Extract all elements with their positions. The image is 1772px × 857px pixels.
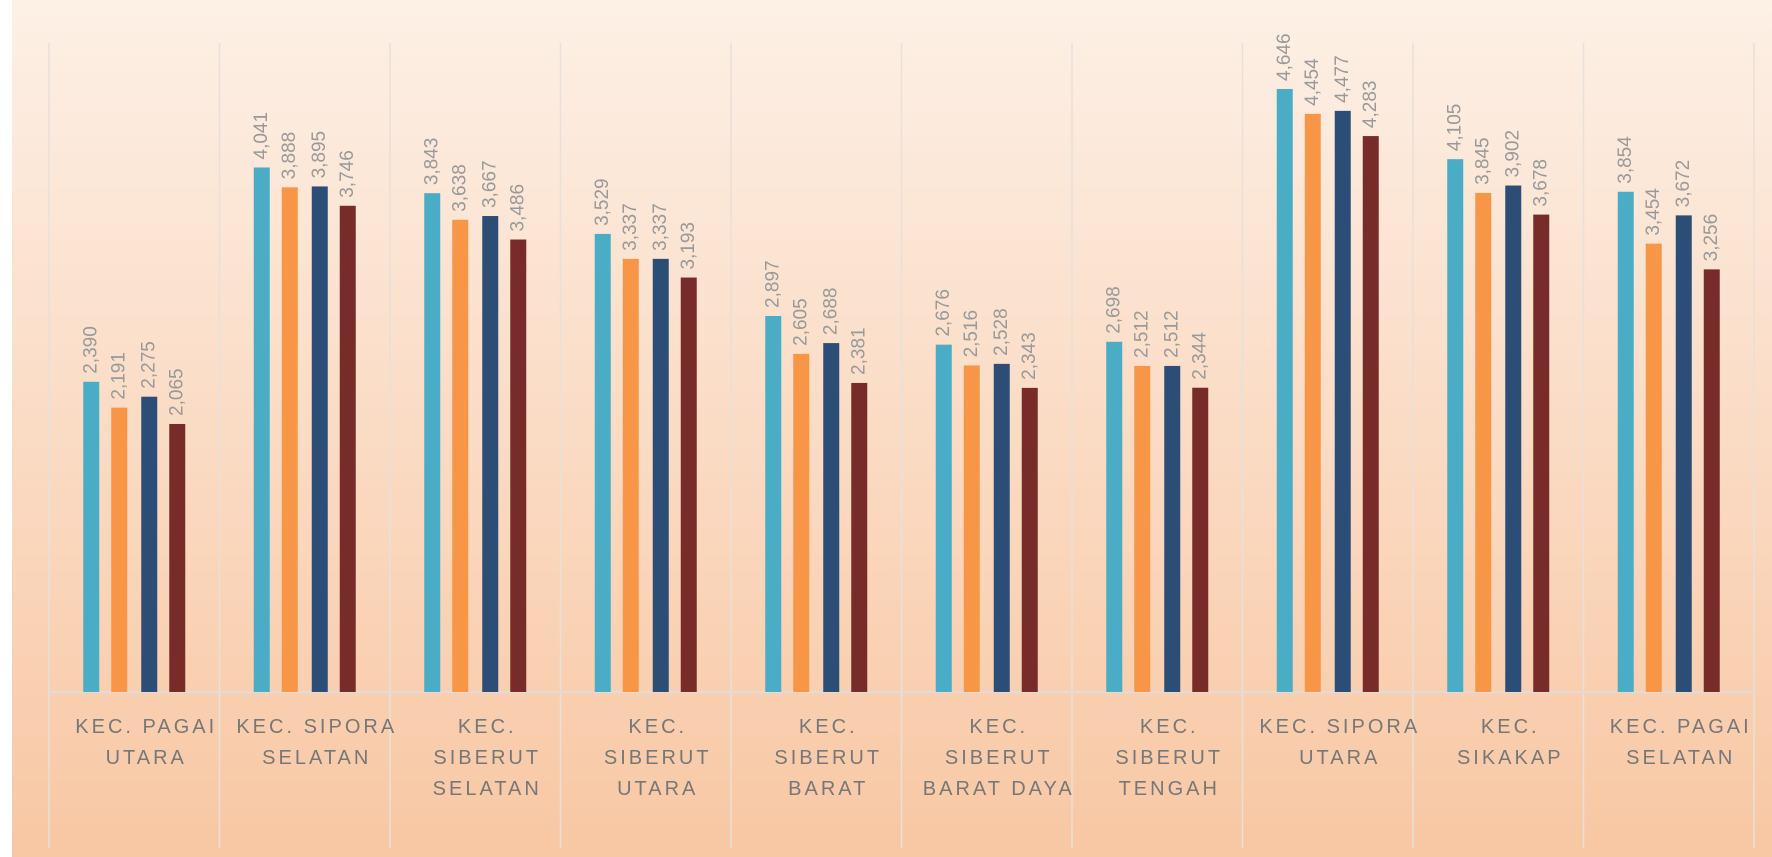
value-label: 2,698 <box>1103 286 1124 334</box>
bar <box>680 277 697 692</box>
bar <box>1617 191 1634 692</box>
value-label: 2,512 <box>1161 310 1182 358</box>
bar <box>1447 159 1464 692</box>
value-label: 2,676 <box>933 289 954 337</box>
value-label: 2,191 <box>108 352 129 400</box>
value-label: 2,381 <box>848 327 869 375</box>
bar <box>83 381 100 692</box>
bar <box>1164 365 1181 692</box>
value-label: 2,390 <box>80 326 101 374</box>
bar <box>111 407 128 692</box>
value-label: 2,275 <box>138 341 159 389</box>
value-label: 3,529 <box>592 178 613 226</box>
bar <box>993 363 1010 692</box>
bar <box>935 344 952 692</box>
bar <box>765 315 782 692</box>
value-label: 4,646 <box>1274 33 1295 81</box>
bar <box>594 233 611 693</box>
x-tick-label: KEC. SIBERUT BARAT <box>774 716 883 800</box>
bar <box>1645 243 1662 692</box>
value-label: 3,843 <box>421 138 442 186</box>
value-label: 4,477 <box>1332 55 1353 103</box>
bar <box>1134 365 1151 692</box>
bar <box>311 186 328 692</box>
bar <box>1675 215 1692 693</box>
value-label: 3,902 <box>1502 130 1523 178</box>
x-tick-label: KEC. SIPORA UTARA <box>1259 716 1421 769</box>
value-label: 2,528 <box>991 308 1012 356</box>
bar <box>1475 192 1492 692</box>
value-label: 3,746 <box>337 150 358 198</box>
bar <box>1703 269 1720 692</box>
value-label: 2,065 <box>166 368 187 416</box>
x-tick-label: KEC. SIBERUT BARAT DAYA <box>922 716 1075 800</box>
value-label: 2,344 <box>1189 332 1210 380</box>
bar <box>622 258 639 692</box>
bar <box>1276 88 1293 692</box>
bar <box>1304 113 1321 693</box>
bar <box>510 239 527 692</box>
bar <box>452 219 469 692</box>
value-label: 4,105 <box>1444 104 1465 152</box>
value-label: 3,193 <box>678 222 699 270</box>
value-label: 3,638 <box>449 164 470 212</box>
bar <box>963 365 980 692</box>
value-label: 4,454 <box>1302 58 1323 106</box>
x-tick-label: KEC. SIKAKAP <box>1456 716 1564 769</box>
bar <box>1362 136 1379 693</box>
value-label: 3,888 <box>279 132 300 180</box>
x-tick-label: KEC. PAGAI SELATAN <box>1609 716 1752 769</box>
value-label: 3,486 <box>507 184 528 232</box>
bar <box>1192 387 1209 692</box>
x-tick-label: KEC. PAGAI UTARA <box>75 716 218 769</box>
value-label: 3,895 <box>309 131 330 179</box>
bar <box>1533 214 1550 693</box>
value-label: 4,041 <box>251 112 272 160</box>
value-label: 3,256 <box>1701 214 1722 262</box>
bar <box>793 353 810 692</box>
bar <box>851 382 868 692</box>
value-label: 2,343 <box>1019 332 1040 380</box>
bar <box>339 205 356 692</box>
x-tick-label: KEC. SIPORA SELATAN <box>236 716 398 769</box>
value-label: 3,667 <box>479 160 500 208</box>
bar <box>1021 387 1038 692</box>
value-label: 3,454 <box>1643 188 1664 236</box>
x-tick-label: KEC. SIBERUT SELATAN <box>432 716 542 800</box>
value-label: 3,337 <box>620 203 641 251</box>
bar <box>1505 185 1522 693</box>
bar <box>1106 341 1123 692</box>
value-label: 2,516 <box>961 310 982 358</box>
value-label: 3,678 <box>1530 159 1551 207</box>
plot: 2,390 2,191 2,275 2,065 4,041 3,888 3,895 3,746… <box>48 33 1755 848</box>
x-tick-label: KEC. SIBERUT TENGAH <box>1115 716 1224 800</box>
value-label: 2,512 <box>1131 310 1152 358</box>
value-label: 2,605 <box>790 298 811 346</box>
bar <box>253 167 270 692</box>
value-label: 4,283 <box>1360 81 1381 129</box>
value-label: 3,845 <box>1472 137 1493 185</box>
bar <box>141 396 158 692</box>
bar <box>424 193 441 693</box>
value-label: 2,688 <box>820 288 841 336</box>
bar <box>1334 110 1351 693</box>
x-tick-label: KEC. SIBERUT UTARA <box>603 716 712 800</box>
value-label: 3,672 <box>1673 160 1694 208</box>
bar <box>281 187 298 693</box>
bar <box>482 216 499 692</box>
value-label: 3,337 <box>650 203 671 251</box>
value-label: 2,897 <box>762 260 783 308</box>
bar <box>823 343 840 692</box>
bar <box>169 423 186 692</box>
value-label: 3,854 <box>1615 136 1636 184</box>
bar <box>652 258 669 692</box>
